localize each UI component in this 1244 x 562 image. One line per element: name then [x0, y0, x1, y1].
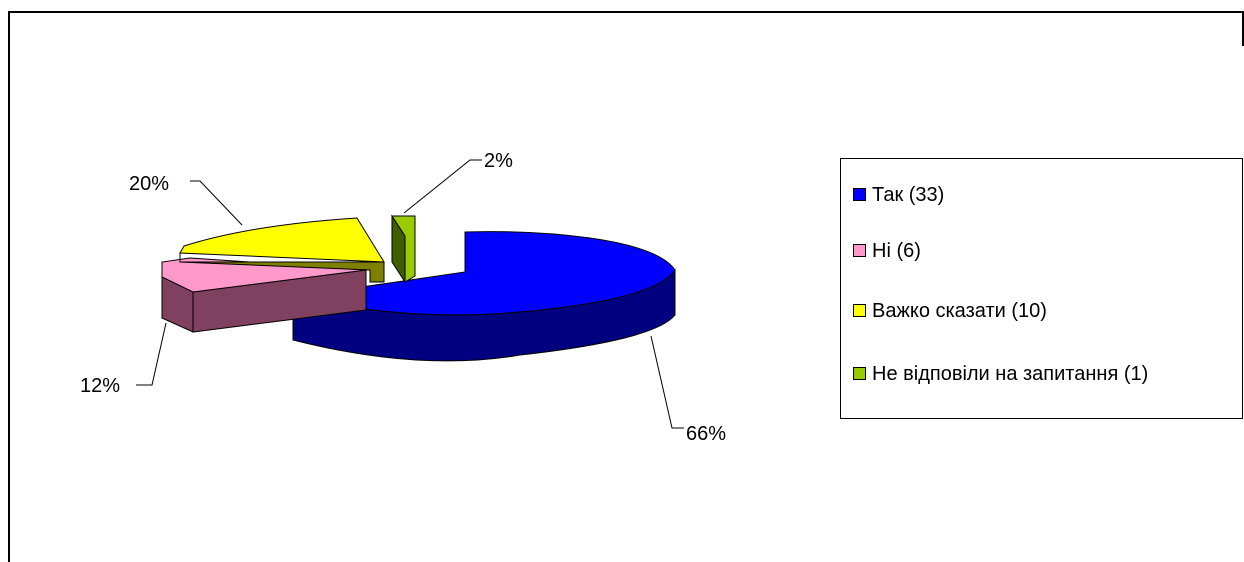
pie-slice-ne [391, 215, 416, 283]
leader-line-vazhko [190, 180, 243, 226]
legend-swatch-ni [853, 244, 866, 257]
legend-label-tak: Так (33) [872, 184, 945, 206]
data-label-ne: 2% [484, 150, 513, 172]
leader-line-ni [136, 322, 167, 386]
chart-frame-edge [1242, 11, 1244, 46]
pie-slice-vazhko [179, 217, 385, 263]
data-label-tak: 66% [686, 423, 726, 445]
legend-item-vazhko: Важко сказати (10) [853, 299, 1241, 323]
leader-line-tak [650, 335, 684, 429]
legend-item-tak: Так (33) [853, 183, 1241, 207]
legend-item-ni: Ні (6) [853, 239, 1241, 263]
legend-swatch-vazhko [853, 304, 866, 317]
pie-slice-side-vazhko [179, 253, 385, 283]
chart-legend: Так (33) Ні (6) Важко сказати (10) Не ві… [840, 158, 1243, 419]
pie-slice-tak [292, 231, 676, 316]
data-label-vazhko: 20% [129, 173, 169, 195]
pie-slice-ni [161, 257, 367, 293]
legend-label-ni: Ні (6) [872, 240, 921, 262]
data-label-ni: 12% [80, 375, 120, 397]
chart-frame [8, 11, 1244, 562]
legend-swatch-ne [853, 367, 866, 380]
legend-item-ne: Не відповіли на запитання (1) [853, 362, 1241, 386]
legend-label-vazhko: Важко сказати (10) [872, 300, 1047, 322]
legend-label-ne: Не відповіли на запитання (1) [872, 363, 1149, 385]
legend-swatch-tak [853, 188, 866, 201]
leader-line-ne [403, 159, 482, 214]
